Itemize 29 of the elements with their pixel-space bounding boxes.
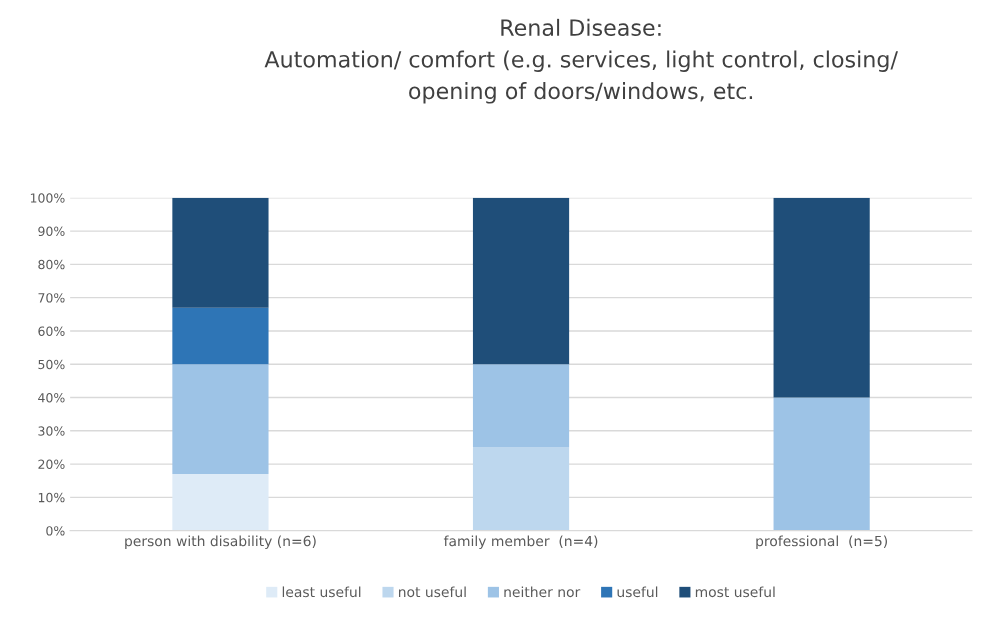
legend-label: useful — [617, 586, 658, 598]
x-tick-label: family member (n=4) — [443, 535, 598, 549]
bar — [773, 397, 870, 531]
chart-title: Renal Disease: Automation/ comfort (e.g. services, light control, closing/ opening of doors/windows, etc. — [264, 18, 898, 104]
y-tick-label: 50% — [38, 359, 65, 370]
bar — [172, 197, 269, 308]
bar — [773, 197, 870, 398]
legend-label: neither nor — [504, 586, 581, 598]
bar — [472, 364, 570, 448]
bar — [472, 197, 570, 365]
x-tick-label: professional (n=5) — [756, 535, 887, 549]
y-tick-label: 80% — [38, 259, 65, 270]
y-tick-label: 40% — [38, 393, 65, 403]
y-tick-label: 100% — [30, 193, 65, 203]
y-tick-label: 30% — [38, 426, 65, 436]
y-tick-label: 90% — [38, 226, 65, 237]
bar — [172, 364, 269, 475]
x-tick-label: person with disability (n=6) — [125, 535, 316, 549]
legend-label: least useful — [282, 586, 361, 598]
y-tick-label: 60% — [38, 326, 65, 336]
legend-label: most useful — [695, 586, 775, 598]
bar — [172, 307, 269, 365]
y-tick-label: 0% — [46, 526, 65, 536]
legend-label: not useful — [398, 586, 466, 598]
y-tick-label: 20% — [38, 459, 65, 470]
y-tick-label: 70% — [38, 293, 65, 303]
bar — [472, 447, 570, 531]
y-tick-label: 10% — [38, 492, 65, 503]
bar — [172, 474, 269, 531]
